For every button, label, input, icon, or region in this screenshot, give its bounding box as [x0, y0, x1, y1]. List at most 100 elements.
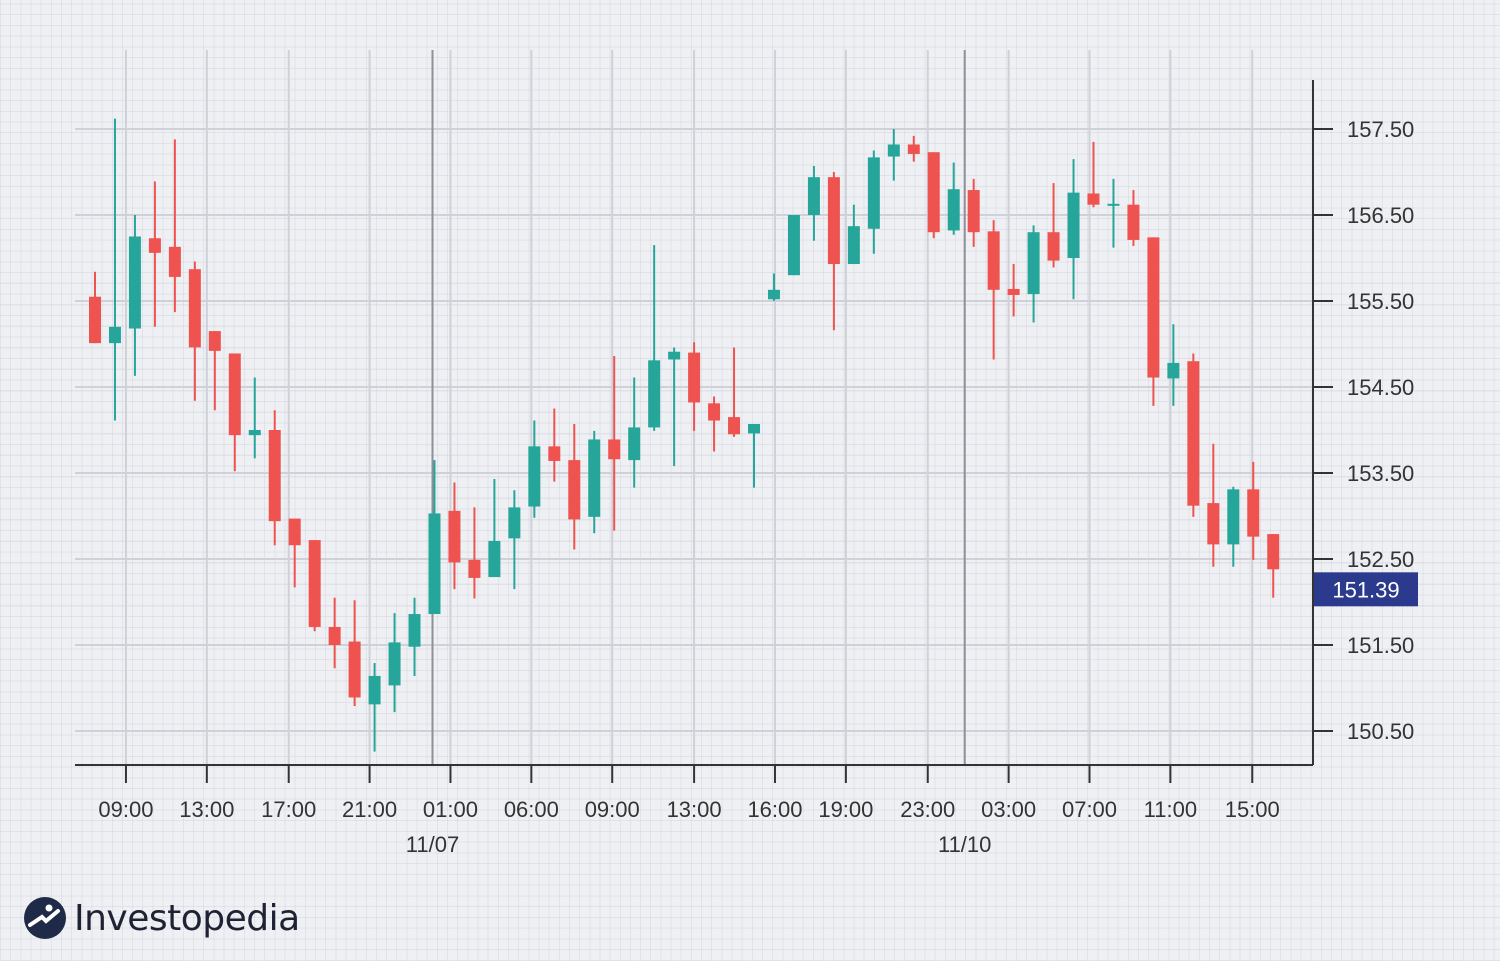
candle-body	[867, 157, 880, 229]
candle-body	[188, 269, 201, 348]
x-tick-label: 06:00	[504, 797, 559, 822]
candle-up	[887, 129, 900, 181]
candle-body	[1007, 288, 1020, 295]
candle-body	[847, 226, 860, 265]
candle-body	[1127, 204, 1140, 240]
candle-body	[568, 460, 581, 520]
candle-up	[748, 423, 761, 488]
x-tick-label: 13:00	[667, 797, 722, 822]
candle-down	[907, 135, 920, 162]
x-tick-label: 07:00	[1062, 797, 1117, 822]
candle-body	[967, 190, 980, 233]
candle-body	[807, 177, 820, 215]
candle-body	[887, 144, 900, 157]
candle-up	[428, 460, 441, 615]
candle-body	[1147, 237, 1160, 378]
candle-down	[168, 139, 181, 313]
candle-body	[508, 507, 521, 539]
candle-up	[408, 597, 421, 676]
candle-body	[228, 353, 241, 436]
candle-body	[528, 446, 541, 507]
y-tick-label: 154.50	[1347, 375, 1414, 400]
candle-body	[388, 642, 401, 686]
candle-body	[628, 427, 641, 461]
candle-down	[288, 518, 301, 588]
candle-down	[468, 507, 481, 599]
candle-body	[268, 430, 281, 522]
x-tick-label: 01:00	[423, 797, 478, 822]
candle-down	[1187, 353, 1200, 517]
candle-body	[368, 675, 381, 705]
candle-body	[208, 331, 221, 351]
candle-body	[248, 430, 261, 436]
candle-body	[488, 540, 501, 578]
candle-body	[1187, 361, 1200, 506]
candle-up	[648, 245, 661, 431]
candle-body	[1087, 193, 1100, 205]
candle-body	[468, 559, 481, 578]
candle-down	[548, 408, 561, 482]
candle-body	[148, 238, 161, 253]
candle-down	[708, 396, 721, 452]
current-price-badge	[1314, 572, 1418, 607]
candle-body	[168, 246, 181, 277]
candle-body	[1047, 232, 1060, 261]
current-price-label: 151.39	[1332, 577, 1399, 602]
candle-down	[308, 540, 321, 632]
x-tick-label: 19:00	[818, 797, 873, 822]
candle-body	[688, 352, 701, 403]
candle-down	[228, 353, 241, 472]
candle-body	[987, 231, 1000, 290]
candle-body	[1247, 489, 1260, 537]
candle-up	[388, 613, 401, 713]
candle-up	[668, 347, 681, 467]
candle-down	[967, 178, 980, 247]
candle-down	[1007, 264, 1020, 317]
date-label: 11/07	[406, 832, 459, 857]
candle-body	[708, 403, 721, 421]
x-tick-label: 13:00	[179, 797, 234, 822]
candle-up	[368, 663, 381, 752]
x-tick-label: 21:00	[342, 797, 397, 822]
investopedia-i-icon	[24, 897, 66, 939]
candle-body	[728, 417, 741, 435]
candle-up	[628, 377, 641, 488]
candle-up	[528, 420, 541, 518]
candle-up	[947, 162, 960, 235]
candle-body	[448, 510, 461, 563]
investopedia-logo: Investopedia	[22, 895, 300, 941]
candle-down	[827, 172, 840, 331]
candle-up	[1067, 159, 1080, 300]
candle-up	[807, 165, 820, 241]
x-tick-label: 16:00	[747, 797, 802, 822]
candle-down	[1207, 443, 1220, 567]
x-tick-label: 03:00	[981, 797, 1036, 822]
candle-down	[688, 342, 701, 431]
candle-body	[767, 289, 780, 300]
candle-down	[348, 600, 361, 707]
y-tick-label: 156.50	[1347, 203, 1414, 228]
candle-body	[288, 518, 301, 546]
candle-body	[548, 446, 561, 461]
candle-up	[1027, 225, 1040, 323]
candle-body	[787, 215, 800, 276]
candle-body	[947, 189, 960, 231]
candle-body	[408, 614, 421, 647]
candle-body	[907, 144, 920, 154]
candle-body	[89, 296, 101, 344]
x-tick-label: 17:00	[261, 797, 316, 822]
candle-up	[867, 150, 880, 254]
candle-down	[1147, 237, 1160, 406]
candle-down	[1247, 461, 1260, 560]
candle-up	[128, 215, 141, 376]
y-tick-label: 152.50	[1347, 547, 1414, 572]
candle-up	[787, 215, 800, 276]
y-tick-label: 151.50	[1347, 633, 1414, 658]
x-tick-label: 15:00	[1225, 797, 1280, 822]
candle-up	[1107, 178, 1120, 248]
candle-body	[1107, 203, 1120, 206]
candle-body	[668, 351, 681, 360]
candle-body	[1027, 232, 1040, 295]
y-tick-label: 153.50	[1347, 461, 1414, 486]
